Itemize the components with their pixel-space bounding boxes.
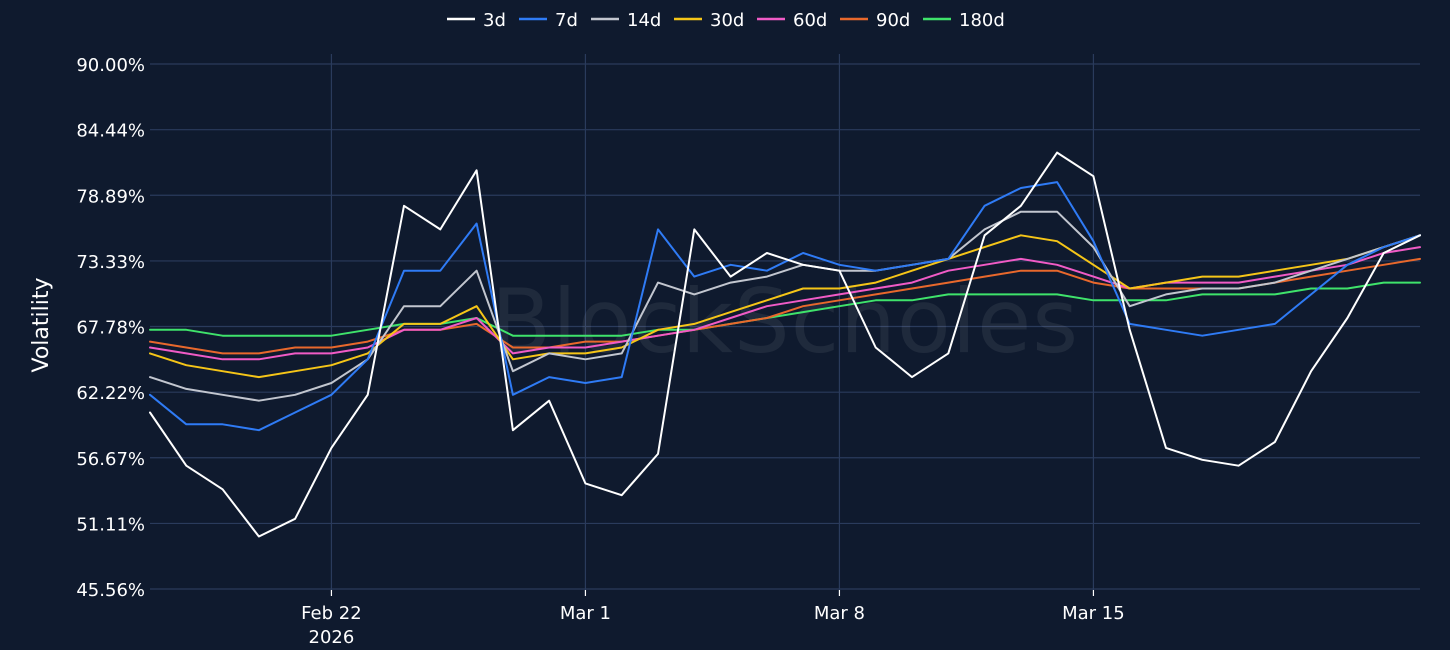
legend-item-60d: 60d [757, 10, 827, 31]
series-line-7d [149, 181, 1421, 432]
y-tick-label: 45.56% [76, 580, 145, 601]
x-tick-label: Feb 22 [301, 603, 362, 624]
series-line-30d [149, 234, 1421, 379]
y-tick-label: 73.33% [76, 252, 145, 273]
x-tick-label: Mar 8 [814, 603, 865, 624]
series-lines [149, 151, 1421, 538]
series-line-180d [149, 281, 1421, 337]
watermark: BlockScholes [491, 270, 1079, 373]
series-line-3d [149, 151, 1421, 538]
x-axis: Feb 22 2026 Mar 1 Mar 8 Mar 15 [301, 590, 1125, 648]
legend-label: 7d [555, 10, 578, 31]
x-tick-label: Mar 1 [560, 603, 611, 624]
y-axis: 45.56% 51.11% 56.67% 62.22% 67.78% 73.33% 78.8… [76, 55, 145, 601]
y-tick-label: 67.78% [76, 318, 145, 339]
y-tick-label: 56.67% [76, 449, 145, 470]
y-tick-label: 51.11% [76, 514, 145, 535]
y-tick-label: 62.22% [76, 383, 145, 404]
legend-item-90d: 90d [840, 10, 910, 31]
legend-item-30d: 30d [674, 10, 744, 31]
series-line-60d [149, 246, 1421, 361]
legend-label: 3d [483, 10, 506, 31]
legend-label: 30d [710, 10, 744, 31]
legend-label: 60d [793, 10, 827, 31]
legend-label: 90d [876, 10, 910, 31]
legend-item-3d: 3d [447, 10, 506, 31]
y-tick-label: 90.00% [76, 55, 145, 76]
x-tick-sublabel: 2026 [309, 627, 355, 648]
legend: 3d 7d 14d 30d 60d 90d 180d [447, 10, 1005, 31]
legend-item-14d: 14d [591, 10, 661, 31]
x-tick-label: Mar 15 [1062, 603, 1125, 624]
legend-label: 14d [627, 10, 661, 31]
y-tick-label: 78.89% [76, 186, 145, 207]
legend-label: 180d [959, 10, 1005, 31]
legend-item-7d: 7d [519, 10, 578, 31]
series-line-14d [149, 210, 1421, 402]
y-axis-title: Volatility [29, 277, 54, 372]
legend-item-180d: 180d [923, 10, 1005, 31]
y-tick-label: 84.44% [76, 121, 145, 142]
